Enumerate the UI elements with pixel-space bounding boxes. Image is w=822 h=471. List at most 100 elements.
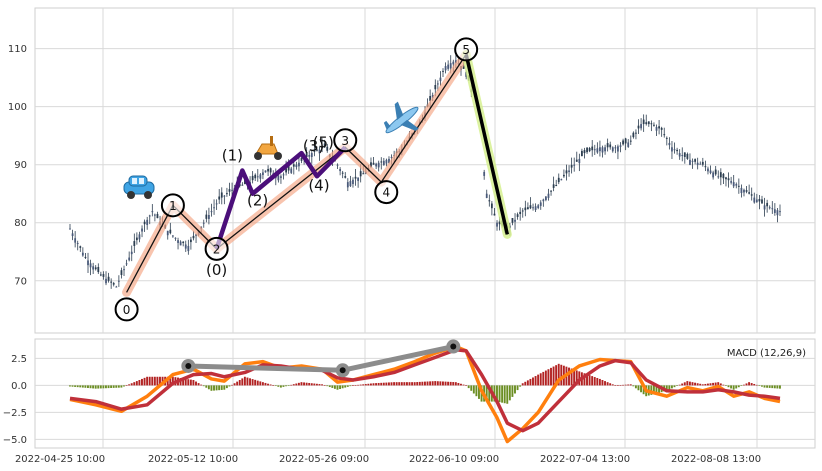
macd-histogram-bar [498,385,501,403]
macd-histogram-bar [678,384,681,386]
macd-histogram-bar [400,382,403,386]
candle-body [609,144,612,148]
macd-histogram-bar [117,385,120,388]
candle-body [578,158,581,164]
x-tick-label: 2022-05-26 09:00 [279,454,369,465]
macd-histogram-bar [148,376,151,386]
macd-histogram-bar [351,385,354,387]
macd-histogram-bar [465,385,468,387]
candle-body [542,199,545,202]
candle-body [632,132,635,138]
macd-histogram-bar [524,381,527,386]
candle-body [748,192,751,194]
candle-body [254,174,257,179]
macd-histogram-bar [658,385,660,393]
macd-histogram-bar [670,385,673,389]
macd-histogram-bar [745,383,748,386]
candle-body [117,280,120,282]
sub-wave-label: (1) [222,147,243,165]
candle-body [298,162,300,167]
candle-body [184,244,187,249]
candle-body [174,237,177,239]
candle-body [683,152,686,157]
macd-histogram-bar [619,385,622,386]
macd-histogram-bar [287,385,290,387]
macd-histogram-bar [519,385,522,387]
macd-histogram-bar [701,384,704,386]
candle-body [740,187,743,194]
candle-body [74,238,77,243]
candle-body [526,207,529,210]
candle-body [97,266,100,273]
macd-histogram-bar [81,385,84,388]
candle-body [635,132,637,134]
macd-histogram-bar [223,385,226,390]
macd-histogram-bar [534,376,537,386]
macd-histogram-bar [616,385,619,386]
macd-histogram-bar [601,380,604,386]
candle-body [285,168,287,173]
macd-histogram-bar [393,382,396,386]
macd-histogram-bar [462,384,465,386]
candle-body [588,148,591,152]
macd-histogram-bar [313,383,316,386]
macd-histogram-bar [395,382,398,386]
candle-body [689,159,691,165]
macd-histogram-bar [182,378,185,386]
macd-histogram-bar [488,385,491,402]
macd-histogram-bar [622,384,624,386]
macd-histogram-bar [727,385,730,388]
macd-histogram-bar [521,383,524,386]
candle-body [228,189,231,192]
candle-body [321,145,324,149]
candle-body [182,241,185,244]
macd-y-tick-label: 2.5 [11,354,27,365]
candle-body [130,251,133,255]
macd-histogram-bar [632,385,635,387]
candle-body [146,219,149,225]
candle-body [586,147,588,153]
macd-histogram-bar [706,383,709,386]
macd-histogram-bar [328,385,331,388]
macd-histogram-bar [771,385,774,389]
macd-histogram-bar [125,385,128,387]
candle-body [737,185,740,187]
candle-body [647,121,650,125]
macd-histogram-bar [207,385,210,390]
candle-body [290,168,293,173]
macd-histogram-bar [310,383,313,386]
macd-histogram-bar [171,376,174,386]
macd-histogram-bar [740,385,743,387]
candle-body [388,158,390,163]
candle-body [763,205,766,210]
candle-body [210,211,213,213]
candle-body [743,189,745,193]
candle-body [779,211,781,213]
x-tick-label: 2022-05-12 10:00 [148,454,238,465]
macd-histogram-bar [640,385,642,393]
candle-body [601,147,604,153]
macd-histogram-bar [112,385,115,388]
candle-body [71,233,74,237]
candle-body [624,138,627,144]
macd-histogram-bar [192,380,195,386]
macd-histogram-bar [372,383,375,386]
price-y-tick-label: 100 [8,102,27,113]
candle-body [719,172,722,178]
candle-body [269,168,272,173]
macd-histogram-bar [673,385,676,388]
macd-histogram-bar [87,385,89,388]
macd-histogram-bar [277,385,280,387]
macd-histogram-bar [156,376,159,386]
macd-histogram-bar [750,383,753,386]
macd-histogram-bar [467,385,470,389]
candle-body [454,60,457,63]
candle-body [215,203,218,205]
wave-point-label: 5 [462,43,470,57]
candle-body [485,193,488,198]
candle-body [336,164,339,166]
macd-histogram-bar [197,383,200,386]
candle-body [231,189,233,191]
macd-histogram-bar [267,383,269,386]
